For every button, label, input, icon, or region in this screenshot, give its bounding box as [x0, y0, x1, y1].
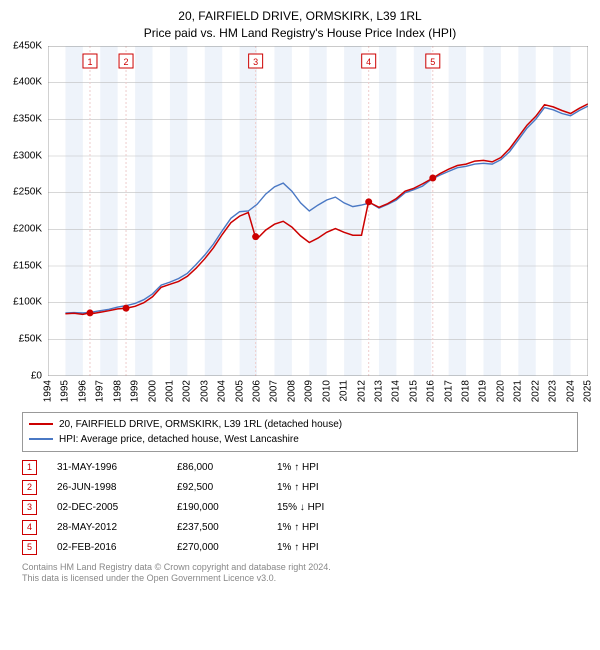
attribution: Contains HM Land Registry data © Crown c… [22, 562, 578, 585]
x-tick-label: 2008 [286, 380, 297, 402]
x-tick-label: 1996 [77, 380, 88, 402]
title-subtitle: Price paid vs. HM Land Registry's House … [0, 25, 600, 42]
x-tick-label: 2013 [373, 380, 384, 402]
x-tick-label: 2014 [391, 380, 402, 402]
legend-item: HPI: Average price, detached house, West… [29, 432, 571, 447]
x-tick-label: 1999 [130, 380, 141, 402]
y-tick-label: £350K [13, 113, 42, 124]
x-tick-label: 2009 [304, 380, 315, 402]
sale-marker: 3 [22, 500, 37, 515]
x-tick-label: 2007 [269, 380, 280, 402]
sale-price: £86,000 [177, 462, 277, 473]
x-tick-label: 2016 [426, 380, 437, 402]
sale-delta: 1% ↑ HPI [277, 462, 397, 473]
x-tick-label: 2006 [252, 380, 263, 402]
sale-row: 1 31-MAY-1996£86,0001% ↑ HPI [22, 458, 578, 478]
x-tick-label: 2003 [199, 380, 210, 402]
sale-price: £92,500 [177, 482, 277, 493]
y-tick-label: £0 [31, 370, 42, 381]
y-tick-label: £400K [13, 77, 42, 88]
sale-date: 31-MAY-1996 [57, 462, 177, 473]
y-tick-label: £450K [13, 40, 42, 51]
sale-date: 26-JUN-1998 [57, 482, 177, 493]
sale-marker: 2 [22, 480, 37, 495]
sale-row: 2 26-JUN-1998£92,5001% ↑ HPI [22, 478, 578, 498]
legend-swatch [29, 438, 53, 440]
sale-row: 3 02-DEC-2005£190,00015% ↓ HPI [22, 498, 578, 518]
x-tick-label: 2021 [513, 380, 524, 402]
legend-label: 20, FAIRFIELD DRIVE, ORMSKIRK, L39 1RL (… [59, 419, 342, 430]
svg-text:3: 3 [253, 57, 258, 67]
chart-figure: 20, FAIRFIELD DRIVE, ORMSKIRK, L39 1RL P… [0, 0, 600, 650]
title-address: 20, FAIRFIELD DRIVE, ORMSKIRK, L39 1RL [0, 8, 600, 25]
sale-marker: 5 [22, 540, 37, 555]
sale-price: £237,500 [177, 522, 277, 533]
x-tick-label: 1998 [112, 380, 123, 402]
x-tick-label: 2020 [495, 380, 506, 402]
x-tick-label: 2005 [234, 380, 245, 402]
sale-marker: 1 [22, 460, 37, 475]
sale-date: 02-FEB-2016 [57, 542, 177, 553]
x-tick-label: 2017 [443, 380, 454, 402]
sale-date: 02-DEC-2005 [57, 502, 177, 513]
chart-area: £0£50K£100K£150K£200K£250K£300K£350K£400… [48, 46, 588, 406]
x-tick-label: 2004 [217, 380, 228, 402]
attribution-line1: Contains HM Land Registry data © Crown c… [22, 562, 578, 574]
x-tick-label: 1997 [95, 380, 106, 402]
y-tick-label: £150K [13, 260, 42, 271]
x-tick-label: 2018 [461, 380, 472, 402]
x-tick-label: 2012 [356, 380, 367, 402]
x-tick-label: 2002 [182, 380, 193, 402]
svg-text:1: 1 [87, 57, 92, 67]
sale-marker: 4 [22, 520, 37, 535]
legend: 20, FAIRFIELD DRIVE, ORMSKIRK, L39 1RL (… [22, 412, 578, 452]
sale-row: 4 28-MAY-2012£237,5001% ↑ HPI [22, 518, 578, 538]
x-tick-label: 1995 [60, 380, 71, 402]
sale-delta: 15% ↓ HPI [277, 502, 397, 513]
x-tick-label: 2000 [147, 380, 158, 402]
sale-delta: 1% ↑ HPI [277, 542, 397, 553]
x-tick-label: 2015 [408, 380, 419, 402]
attribution-line2: This data is licensed under the Open Gov… [22, 573, 578, 585]
sale-date: 28-MAY-2012 [57, 522, 177, 533]
x-tick-label: 2011 [339, 380, 350, 402]
x-tick-label: 2010 [321, 380, 332, 402]
legend-item: 20, FAIRFIELD DRIVE, ORMSKIRK, L39 1RL (… [29, 417, 571, 432]
svg-text:5: 5 [430, 57, 435, 67]
sale-delta: 1% ↑ HPI [277, 482, 397, 493]
plot-svg: 1 2 3 4 5 [48, 46, 588, 376]
x-tick-label: 2023 [548, 380, 559, 402]
y-tick-label: £250K [13, 187, 42, 198]
sale-row: 5 02-FEB-2016£270,0001% ↑ HPI [22, 538, 578, 558]
x-tick-label: 2019 [478, 380, 489, 402]
y-tick-label: £200K [13, 223, 42, 234]
legend-label: HPI: Average price, detached house, West… [59, 434, 299, 445]
x-axis: 1994199519961997199819992000200120022003… [48, 376, 588, 406]
sale-delta: 1% ↑ HPI [277, 522, 397, 533]
y-tick-label: £100K [13, 297, 42, 308]
legend-swatch [29, 423, 53, 425]
x-tick-label: 2025 [583, 380, 594, 402]
y-tick-label: £300K [13, 150, 42, 161]
x-tick-label: 1994 [43, 380, 54, 402]
x-tick-label: 2022 [530, 380, 541, 402]
sale-price: £270,000 [177, 542, 277, 553]
x-tick-label: 2001 [164, 380, 175, 402]
sales-table: 131-MAY-1996£86,0001% ↑ HPI226-JUN-1998£… [22, 458, 578, 558]
y-tick-label: £50K [19, 333, 42, 344]
svg-text:2: 2 [124, 57, 129, 67]
title-block: 20, FAIRFIELD DRIVE, ORMSKIRK, L39 1RL P… [0, 0, 600, 42]
sale-price: £190,000 [177, 502, 277, 513]
y-axis: £0£50K£100K£150K£200K£250K£300K£350K£400… [0, 46, 44, 376]
svg-text:4: 4 [366, 57, 371, 67]
x-tick-label: 2024 [565, 380, 576, 402]
